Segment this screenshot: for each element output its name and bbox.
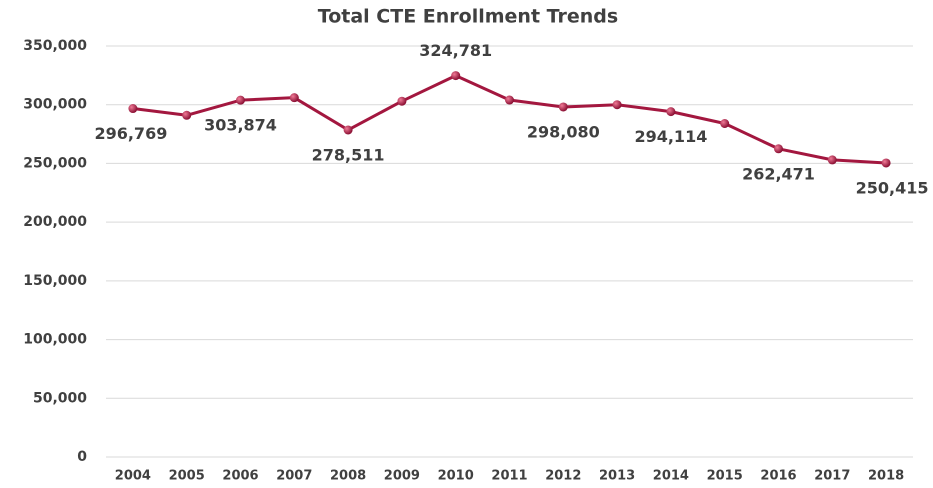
y-tick-label: 250,000 <box>23 155 87 171</box>
data-point <box>289 93 299 103</box>
data-label: 298,080 <box>527 122 600 141</box>
data-label: 294,114 <box>634 127 707 146</box>
x-tick-label: 2017 <box>814 469 850 484</box>
x-tick-label: 2008 <box>330 469 366 484</box>
data-point <box>720 119 730 129</box>
y-tick-label: 100,000 <box>23 332 87 348</box>
x-tick-label: 2006 <box>222 469 258 484</box>
data-label: 262,471 <box>742 164 815 183</box>
x-tick-label: 2016 <box>760 469 796 484</box>
y-tick-label: 350,000 <box>23 38 87 54</box>
x-tick-label: 2013 <box>599 469 635 484</box>
data-point <box>505 95 514 105</box>
x-tick-label: 2009 <box>384 469 420 484</box>
data-point <box>612 100 622 110</box>
x-tick-label: 2010 <box>438 469 474 484</box>
data-point <box>666 107 676 117</box>
data-label: 324,781 <box>419 41 492 60</box>
data-point <box>397 96 407 106</box>
y-tick-label: 0 <box>77 449 87 465</box>
data-label: 278,511 <box>312 145 385 164</box>
y-tick-label: 50,000 <box>33 390 87 406</box>
y-tick-label: 300,000 <box>23 97 87 113</box>
y-tick-label: 150,000 <box>23 273 87 289</box>
x-tick-label: 2015 <box>707 469 743 484</box>
x-tick-label: 2011 <box>491 469 527 484</box>
x-tick-label: 2012 <box>545 469 581 484</box>
data-point <box>128 104 138 114</box>
x-tick-label: 2007 <box>276 469 312 484</box>
data-point <box>774 144 783 154</box>
data-point <box>182 110 192 120</box>
data-point <box>343 125 353 135</box>
x-tick-label: 2004 <box>115 469 151 484</box>
data-point <box>236 95 245 105</box>
data-point <box>881 158 891 168</box>
x-tick-label: 2005 <box>169 469 205 484</box>
data-label: 296,769 <box>94 124 167 143</box>
data-point <box>451 71 461 81</box>
x-tick-label: 2014 <box>653 469 689 484</box>
data-point <box>827 155 837 165</box>
data-label: 303,874 <box>204 116 277 135</box>
data-label: 250,415 <box>856 178 929 197</box>
data-point <box>558 102 568 112</box>
y-tick-label: 200,000 <box>23 214 87 230</box>
x-tick-label: 2018 <box>868 469 904 484</box>
chart-title: Total CTE Enrollment Trends <box>318 6 618 28</box>
